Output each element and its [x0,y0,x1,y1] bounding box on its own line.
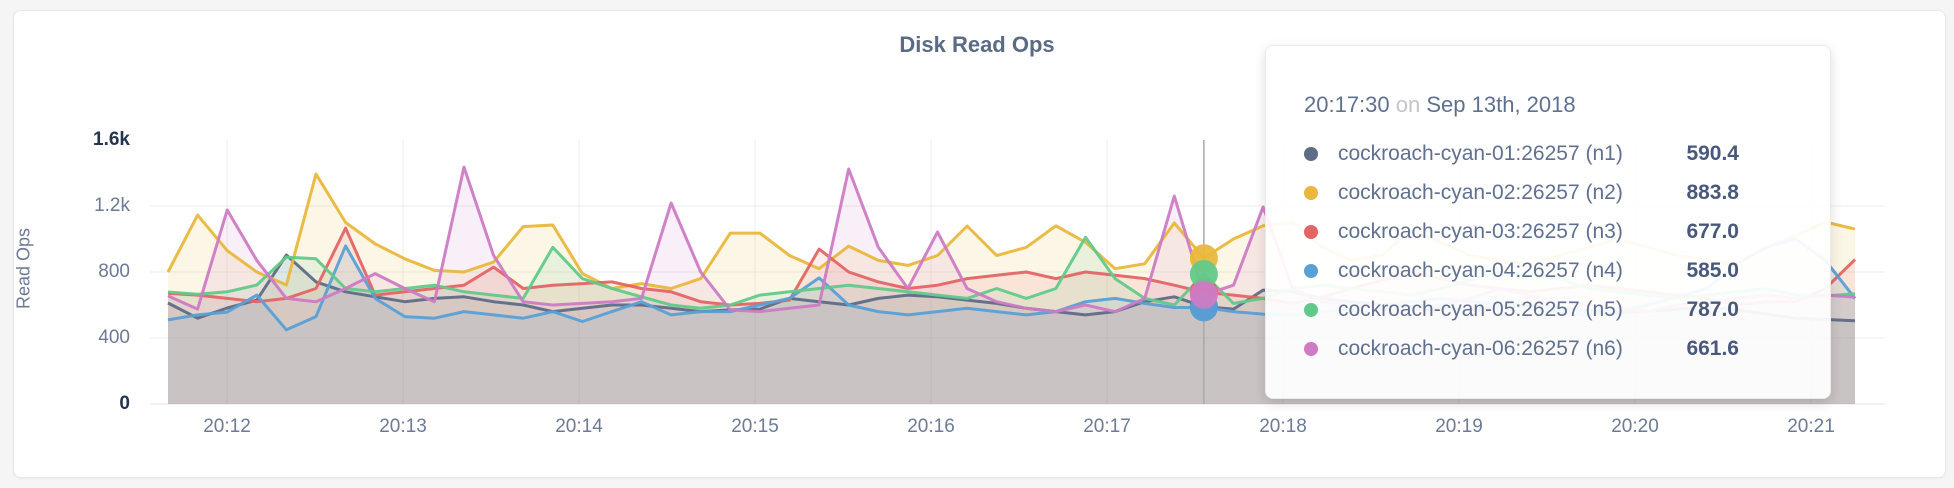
series-color-dot-icon [1304,263,1318,278]
y-axis-tick: 1.6k [93,129,130,150]
tooltip-date: Sep 13th, 2018 [1426,92,1576,117]
x-axis-tick: 20:15 [731,416,779,437]
y-axis-tick: 0 [119,393,130,414]
tooltip-connector: on [1395,92,1421,117]
tooltip-series-value: 677.0 [1686,219,1739,243]
tooltip-series-row: cockroach-cyan-05:26257 (n5) 787.0 [1304,290,1830,329]
x-axis-tick: 20:17 [1083,416,1131,437]
tooltip-time: 20:17:30 [1304,92,1390,117]
series-color-dot-icon [1304,302,1318,317]
tooltip-series-row: cockroach-cyan-06:26257 (n6) 661.6 [1304,329,1830,368]
tooltip-series-row: cockroach-cyan-01:26257 (n1) 590.4 [1304,134,1830,173]
tooltip-series-label: cockroach-cyan-02:26257 (n2) [1338,180,1623,204]
tooltip-series-row: cockroach-cyan-04:26257 (n4) 585.0 [1304,251,1830,290]
x-axis-tick: 20:16 [907,416,955,437]
chart-title: Disk Read Ops [899,32,1055,57]
tooltip-series-label: cockroach-cyan-04:26257 (n4) [1338,258,1623,282]
tooltip-series-row: cockroach-cyan-03:26257 (n3) 677.0 [1304,212,1830,251]
x-axis-tick: 20:19 [1435,416,1483,437]
x-axis-tick: 20:13 [379,416,427,437]
tooltip-series-value: 661.6 [1686,336,1739,360]
tooltip-series-label: cockroach-cyan-06:26257 (n6) [1338,336,1623,360]
series-color-dot-icon [1304,146,1318,161]
tooltip-series-value: 787.0 [1686,297,1739,321]
x-axis-tick: 20:18 [1259,416,1307,437]
tooltip-series-label: cockroach-cyan-05:26257 (n5) [1338,297,1623,321]
x-axis-tick: 20:12 [203,416,251,437]
chart-tooltip: 20:17:30 on Sep 13th, 2018 cockroach-cya… [1265,45,1831,399]
series-color-dot-icon [1304,341,1318,356]
tooltip-header: 20:17:30 on Sep 13th, 2018 [1304,92,1830,118]
hover-dot[interactable] [1189,280,1218,309]
tooltip-series-value: 585.0 [1686,258,1739,282]
y-axis-tick: 400 [98,327,130,348]
tooltip-series-row: cockroach-cyan-02:26257 (n2) 883.8 [1304,173,1830,212]
x-axis-tick: 20:21 [1787,416,1835,437]
hover-dot[interactable] [1189,260,1218,289]
y-axis-tick: 1.2k [94,195,130,216]
series-color-dot-icon [1304,185,1318,200]
tooltip-series-value: 590.4 [1686,141,1739,165]
tooltip-series-label: cockroach-cyan-01:26257 (n1) [1338,141,1623,165]
series-color-dot-icon [1304,224,1318,239]
tooltip-series-value: 883.8 [1686,180,1739,204]
x-axis-tick: 20:20 [1611,416,1659,437]
x-axis-tick: 20:14 [555,416,603,437]
tooltip-rows: cockroach-cyan-01:26257 (n1) 590.4 cockroa… [1304,134,1830,368]
tooltip-series-label: cockroach-cyan-03:26257 (n3) [1338,219,1623,243]
y-axis-tick: 800 [98,261,130,282]
